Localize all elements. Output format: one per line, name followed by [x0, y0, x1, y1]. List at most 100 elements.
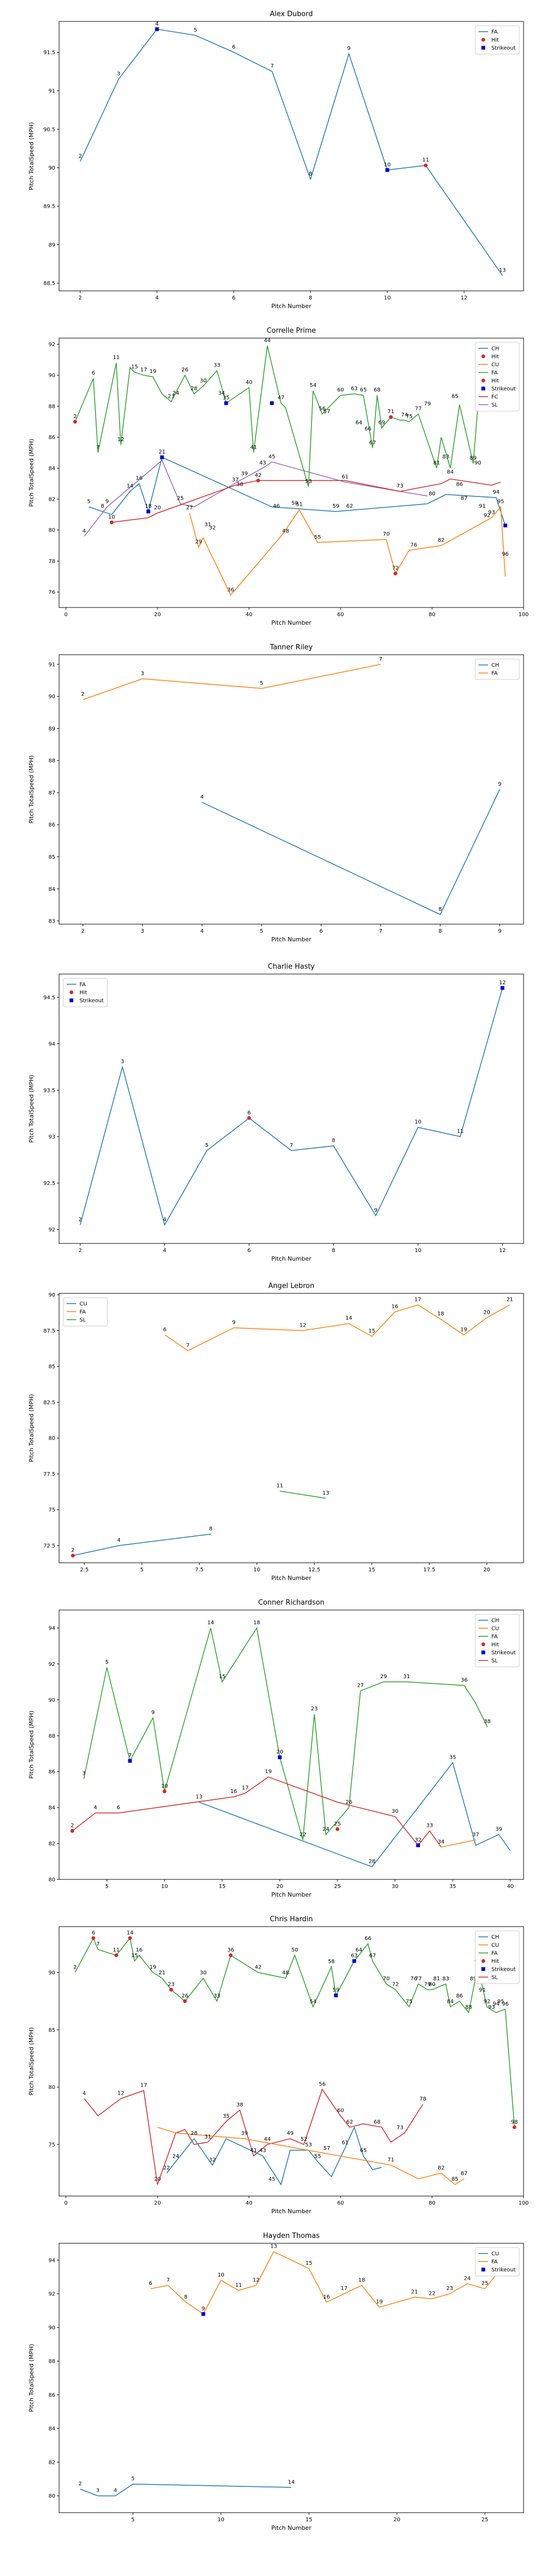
pitch-number-label: 11	[113, 355, 120, 361]
pitch-number-label: 60	[337, 387, 344, 393]
legend-label: Hit	[491, 38, 499, 43]
pitch-number-label: 88	[465, 2004, 472, 2010]
strikeout-marker	[385, 168, 389, 172]
pitch-number-label: 7	[96, 444, 99, 450]
chart-title: Chris Hardin	[270, 1915, 313, 1923]
pitch-number-label: 40	[245, 379, 252, 385]
y-axis-label: Pitch TotalSpeed (MPH)	[28, 2028, 35, 2096]
legend-label: FC	[491, 394, 498, 400]
legend-label: Strikeout	[491, 1967, 516, 1973]
y-tick-label: 78	[48, 559, 55, 565]
y-tick-label: 91	[48, 662, 55, 668]
legend-strikeout-swatch	[481, 46, 485, 50]
legend-label: Strikeout	[491, 386, 516, 392]
pitch-number-label: 21	[158, 449, 165, 455]
legend-label: FA	[491, 1951, 498, 1957]
pitch-number-label: 18	[145, 503, 152, 509]
pitch-number-label: 31	[205, 2134, 212, 2140]
pitch-number-label: 14	[127, 1930, 134, 1936]
y-tick-label: 87.5	[43, 1328, 55, 1334]
pitch-number-label: 75	[406, 1999, 413, 2005]
pitch-number-label: 71	[387, 409, 394, 415]
pitch-number-label: 20	[483, 1309, 490, 1315]
pitch-number-label: 13	[322, 1490, 329, 1496]
series-line-ch	[201, 789, 500, 916]
legend: CH FA	[475, 658, 520, 680]
hit-marker	[162, 1789, 166, 1794]
pitch-number-label: 84	[447, 1999, 454, 2005]
pitch-number-label: 70	[383, 1976, 390, 1982]
series-line-sl	[279, 1490, 326, 1499]
pitch-number-label: 33	[426, 1823, 433, 1829]
series-line-fa	[79, 28, 503, 276]
pitch-number-label: 89	[470, 1976, 477, 1982]
pitch-number-label: 6	[248, 1110, 251, 1116]
y-tick-label: 86	[48, 2392, 55, 2398]
x-tick-label: 15	[368, 1567, 375, 1573]
legend-label: FA	[79, 1309, 86, 1315]
pitch-number-label: 6	[163, 1327, 166, 1333]
pitch-number-label: 58	[328, 1959, 335, 1965]
pitch-number-label: 59	[332, 503, 339, 509]
pitch-number-label: 19	[149, 369, 156, 375]
pitch-number-label: 44	[264, 338, 271, 343]
legend-hit-swatch	[481, 378, 485, 383]
y-tick-label: 92	[48, 342, 55, 348]
x-tick-label: 10	[161, 1884, 168, 1890]
pitch-number-label: 2	[74, 1964, 77, 1970]
pitch-number-label: 31	[403, 1674, 410, 1680]
pitch-number-label: 51	[296, 502, 303, 508]
pitch-number-label: 26	[182, 1993, 188, 1999]
pitch-number-label: 28	[191, 2131, 198, 2136]
pitch-number-label: 62	[346, 503, 353, 509]
pitch-number-label: 38	[236, 482, 243, 488]
pitch-number-label: 23	[168, 1981, 175, 1987]
y-tick-label: 93	[48, 1134, 55, 1140]
pitch-number-label: 54	[310, 1999, 317, 2005]
pitch-number-label: 60	[337, 2107, 344, 2113]
hit-marker	[110, 520, 114, 524]
pitch-number-label: 85	[452, 2177, 459, 2183]
y-axis-label: Pitch TotalSpeed (MPH)	[28, 122, 35, 191]
pitch-number-label: 6	[92, 370, 95, 376]
pitch-number-label: 18	[253, 1620, 260, 1626]
pitch-number-label: 7	[166, 2277, 170, 2283]
pitch-number-label: 2	[78, 153, 82, 159]
series-line-sl	[72, 1776, 442, 1848]
pitch-number-label: 19	[265, 1769, 272, 1775]
pitch-number-label: 3	[96, 2488, 99, 2494]
hit-marker	[71, 1554, 75, 1558]
pitch-number-label: 9	[201, 2306, 205, 2312]
pitch-number-label: 95	[497, 499, 504, 504]
pitch-number-label: 32	[209, 2157, 216, 2163]
y-tick-label: 80	[48, 2085, 55, 2091]
pitch-number-label: 71	[387, 2157, 394, 2163]
pitch-number-label: 34	[438, 1839, 445, 1845]
x-tick-label: 3	[141, 928, 144, 934]
x-tick-label: 80	[429, 2200, 436, 2206]
legend-label: CU	[491, 362, 499, 368]
y-tick-label: 85	[48, 2028, 55, 2033]
legend-label: Strikeout	[491, 2267, 516, 2273]
pitch-number-label: 45	[268, 454, 275, 460]
pitch-number-label: 12	[118, 437, 125, 443]
pitch-number-label: 24	[464, 2275, 471, 2281]
series-line-cu	[157, 2127, 465, 2185]
pitch-number-label: 18	[437, 1311, 444, 1317]
hit-marker	[335, 1827, 339, 1831]
x-axis-label: Pitch Number	[271, 936, 311, 943]
pitch-number-label: 93	[488, 510, 495, 516]
pitch-number-label: 62	[346, 2119, 353, 2125]
pitch-number-label: 14	[345, 1315, 352, 1321]
series-line-sl	[84, 2088, 424, 2185]
pitch-number-label: 22	[429, 2291, 436, 2297]
legend-label: FA	[491, 671, 498, 677]
pitch-number-label: 5	[131, 2476, 134, 2482]
pitch-number-label: 22	[300, 1832, 307, 1838]
pitch-number-label: 53	[305, 2142, 312, 2148]
x-axis-label: Pitch Number	[271, 303, 311, 310]
pitch-number-label: 6	[232, 44, 235, 50]
pitch-number-label: 9	[105, 499, 108, 504]
y-tick-label: 91.5	[43, 50, 55, 56]
